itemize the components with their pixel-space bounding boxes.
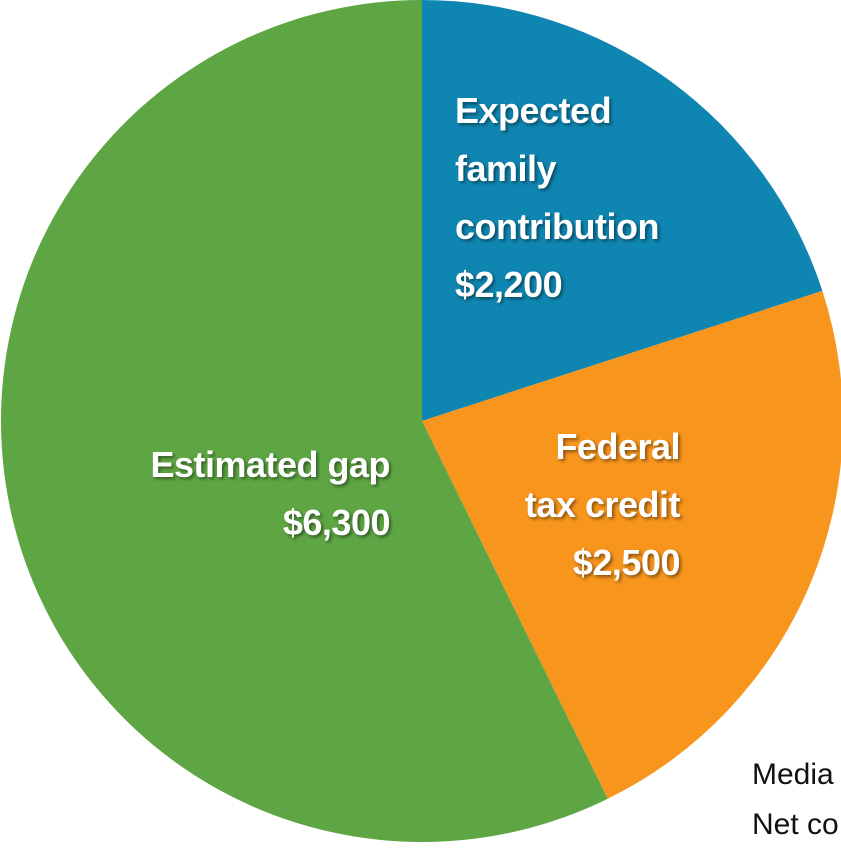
note-text: Media — [752, 758, 834, 792]
category-label: Federal tax credit — [500, 418, 680, 534]
category-label: Estimated gap — [90, 436, 390, 494]
value-label: $2,200 — [455, 256, 685, 314]
slice-label: Estimated gap$6,300 — [90, 436, 390, 552]
slice-label: Federal tax credit$2,500 — [500, 418, 680, 592]
category-label: Expected family contribution — [455, 82, 685, 256]
value-label: $6,300 — [90, 494, 390, 552]
note-text: Net co — [752, 808, 839, 842]
pie-canvas — [0, 0, 841, 848]
slice-label: Expected family contribution$2,200 — [455, 82, 685, 314]
value-label: $2,500 — [500, 534, 680, 592]
chart: Expected family contribution$2,200 Federa… — [0, 0, 841, 848]
